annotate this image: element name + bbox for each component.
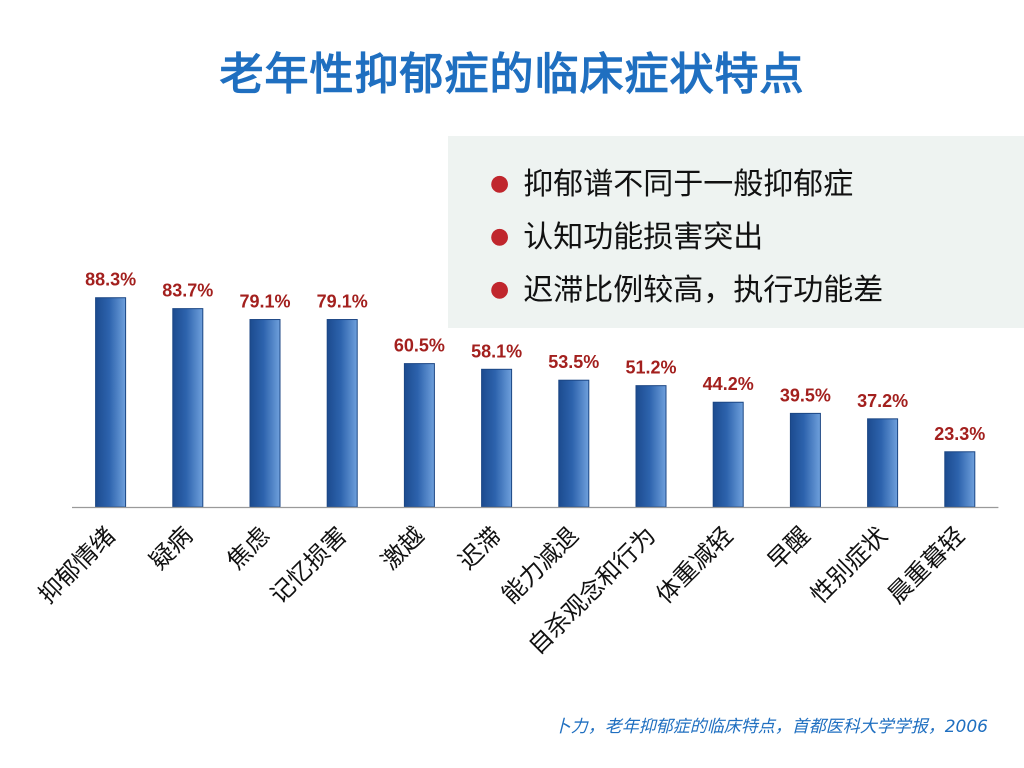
data-label: 58.1% <box>471 341 522 361</box>
bar <box>95 297 127 508</box>
bar <box>944 451 976 508</box>
category-label: 性别症状 <box>805 521 893 609</box>
data-label: 23.3% <box>934 424 985 444</box>
category-label: 早醒 <box>762 521 816 575</box>
data-label: 44.2% <box>703 374 754 394</box>
key-point-text: 认知功能损害突出 <box>523 220 764 255</box>
category-label: 记忆损害 <box>265 521 353 609</box>
key-point-2: ● 认知功能损害突出 <box>490 217 1024 270</box>
bullet-icon: ● <box>490 224 510 249</box>
category-label: 体重减轻 <box>651 521 739 609</box>
key-point-text: 抑郁谱不同于一般抑郁症 <box>523 167 854 202</box>
data-label: 51.2% <box>625 358 676 378</box>
bar <box>867 418 899 508</box>
category-label: 激越 <box>376 521 430 575</box>
category-label: 疑病 <box>144 521 198 575</box>
slide-title: 老年性抑郁症的临床症状特点 <box>219 49 805 100</box>
bar <box>712 401 744 508</box>
bar <box>481 368 513 508</box>
data-label: 60.5% <box>394 336 445 356</box>
bar <box>249 319 281 508</box>
category-label: 晨重暮轻 <box>882 521 970 609</box>
category-label: 抑郁情绪 <box>33 521 121 609</box>
data-label: 79.1% <box>317 292 368 312</box>
data-label: 88.3% <box>85 270 136 290</box>
data-label: 83.7% <box>162 281 213 301</box>
bar <box>172 308 204 508</box>
bar <box>403 363 435 508</box>
bar <box>326 319 358 508</box>
data-label: 53.5% <box>548 352 599 372</box>
key-point-3: ● 迟滞比例较高，执行功能差 <box>490 270 1024 323</box>
key-points-box: ● 抑郁谱不同于一般抑郁症 ● 认知功能损害突出 ● 迟滞比例较高，执行功能差 <box>448 136 1024 328</box>
key-point-text: 迟滞比例较高，执行功能差 <box>523 273 884 308</box>
data-label: 39.5% <box>780 385 831 405</box>
category-label: 焦虑 <box>222 521 276 575</box>
bar <box>558 379 590 508</box>
source-citation: 卜力，老年抑郁症的临床特点，首都医科大学学报，2006 <box>553 717 988 737</box>
bar <box>789 412 821 508</box>
data-label: 37.2% <box>857 391 908 411</box>
bar <box>635 385 667 508</box>
bullet-icon: ● <box>490 171 510 196</box>
category-label: 迟滞 <box>453 521 507 575</box>
data-label: 79.1% <box>239 292 290 312</box>
bullet-icon: ● <box>490 277 510 302</box>
key-point-1: ● 抑郁谱不同于一般抑郁症 <box>490 164 1024 217</box>
